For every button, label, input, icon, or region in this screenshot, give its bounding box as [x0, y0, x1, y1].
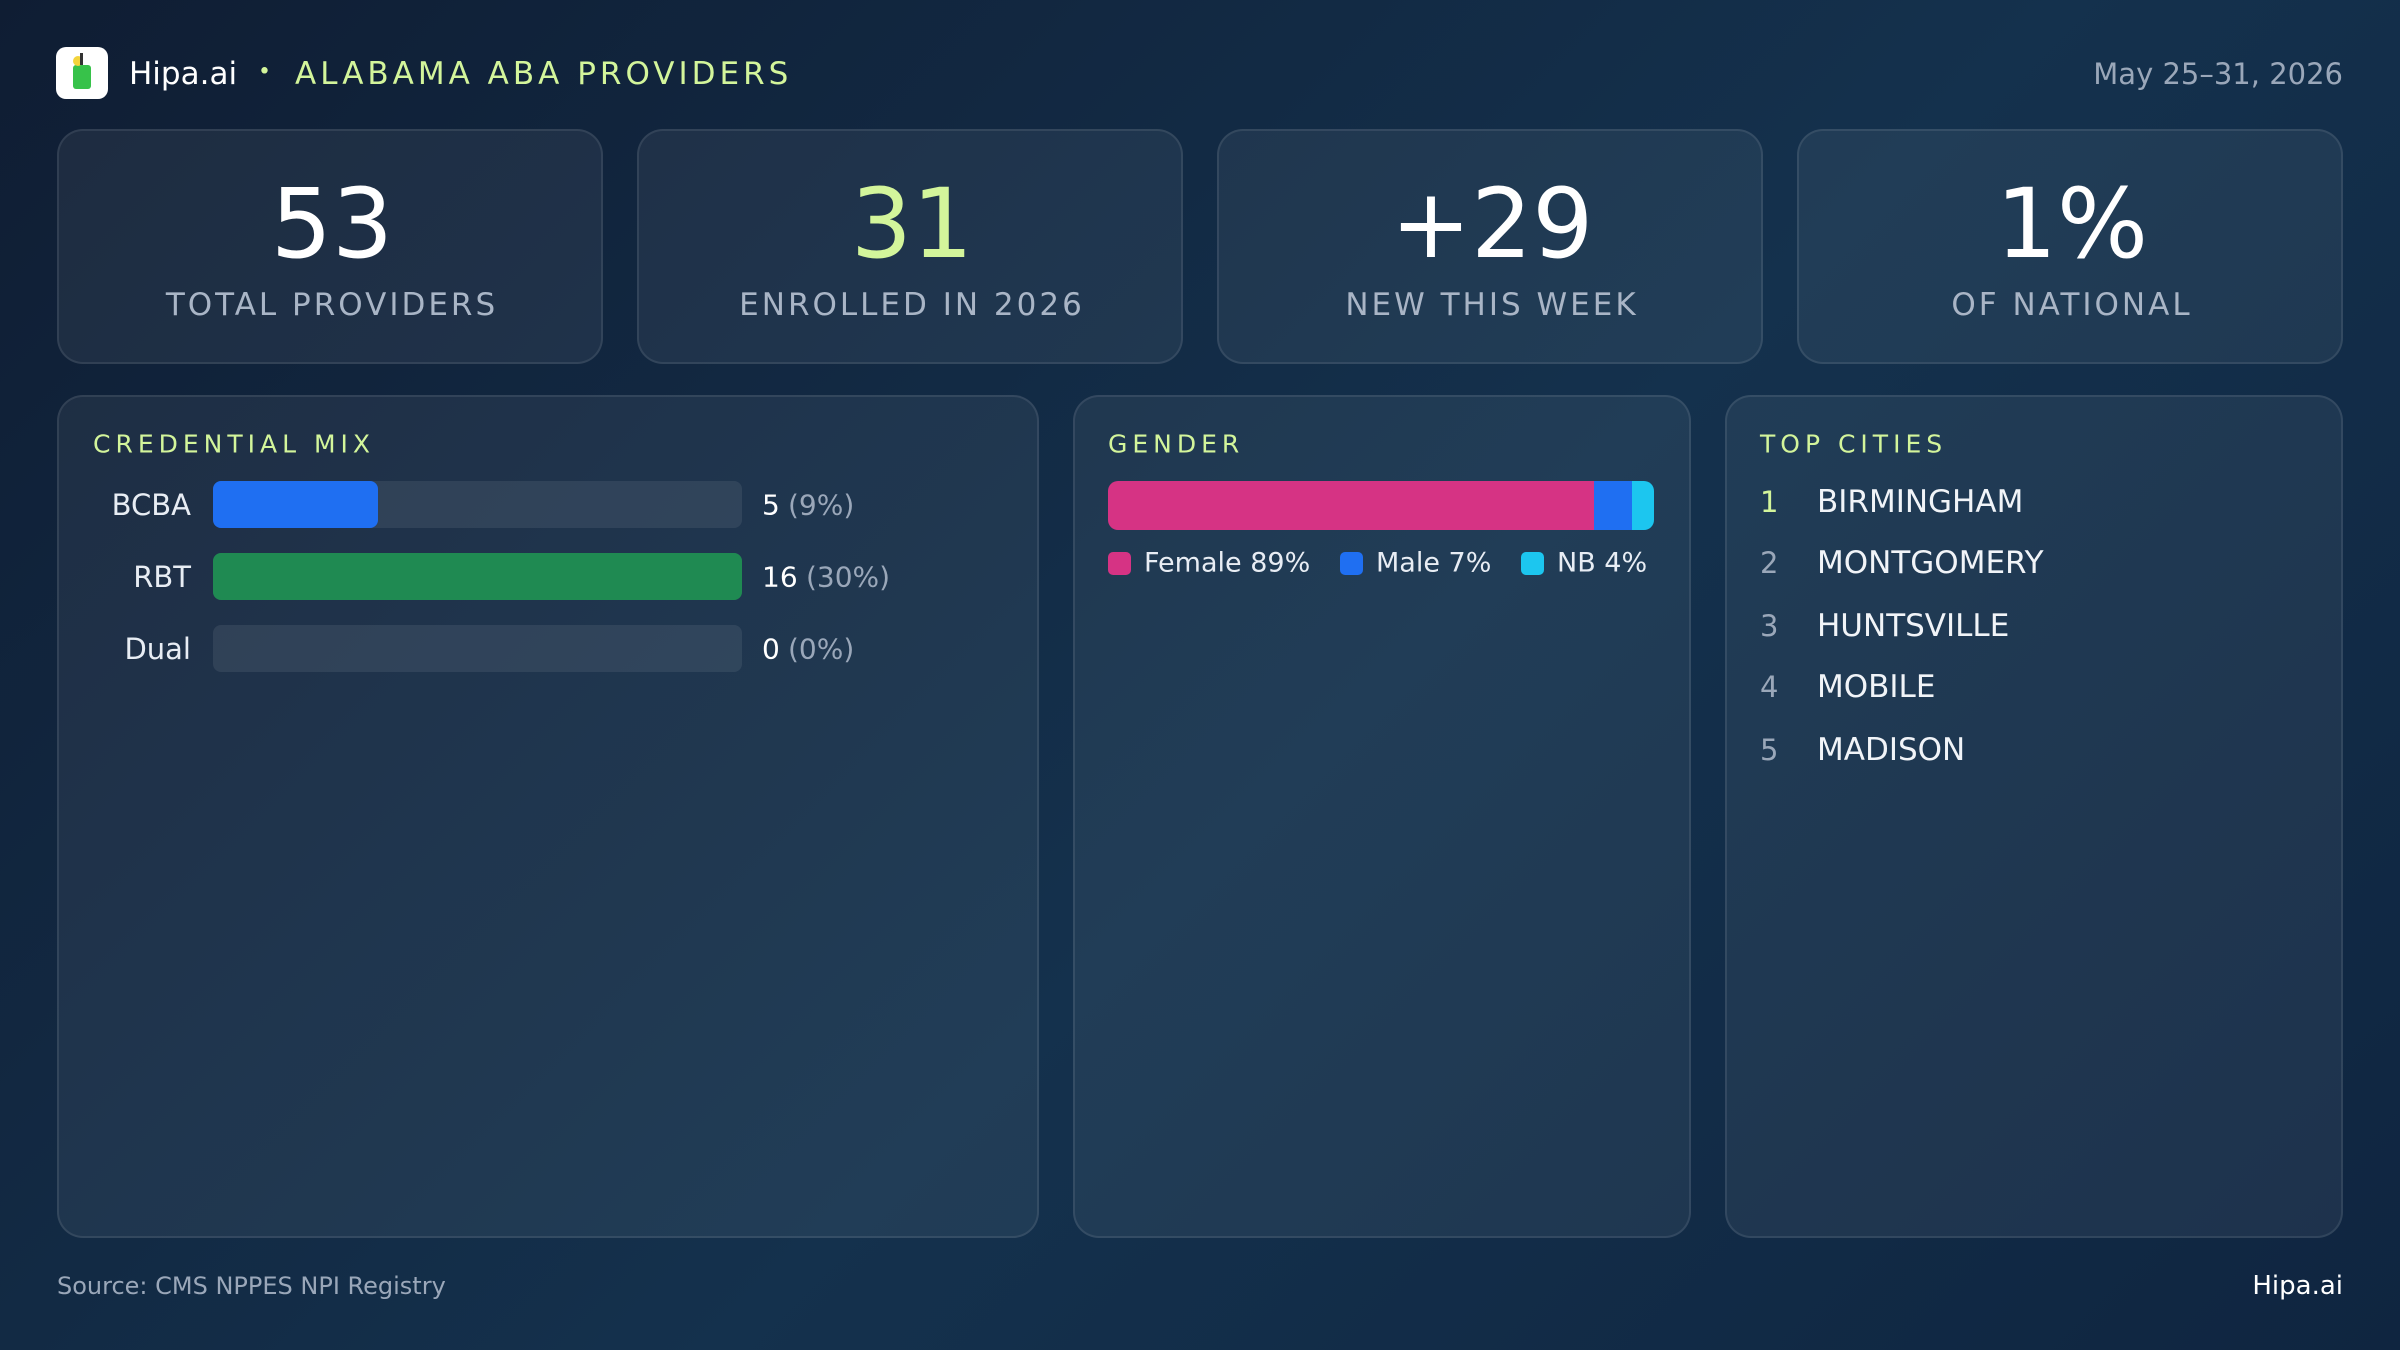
gender-segment — [1108, 481, 1594, 530]
page-title: ALABAMA ABA PROVIDERS — [295, 56, 793, 92]
city-rank: 5 — [1760, 733, 1779, 767]
kpi-card: 53 TOTAL PROVIDERS — [57, 129, 603, 364]
city-rank: 4 — [1760, 670, 1779, 704]
city-rank: 1 — [1760, 485, 1779, 519]
panel-title: TOP CITIES — [1760, 429, 1948, 459]
source-note: Source: CMS NPPES NPI Registry — [57, 1272, 446, 1300]
date-range: May 25–31, 2026 — [2093, 57, 2343, 91]
kpi-label: ENROLLED IN 2026 — [739, 287, 1085, 323]
kpi-label: NEW THIS WEEK — [1345, 287, 1639, 323]
city-name: HUNTSVILLE — [1817, 608, 2010, 644]
footer-brand: Hipa.ai — [2252, 1271, 2343, 1301]
credential-panel — [57, 395, 1039, 1238]
legend-swatch — [1340, 552, 1363, 575]
panel-title: GENDER — [1108, 429, 1245, 459]
bar-share: (0%) — [788, 632, 855, 666]
kpi-card: +29 NEW THIS WEEK — [1217, 129, 1763, 364]
kpi-value: 53 — [270, 168, 394, 280]
bar-count: 0 — [762, 632, 780, 666]
city-name: MADISON — [1817, 732, 1966, 768]
city-rank: 2 — [1760, 546, 1779, 580]
logo-icon — [56, 47, 108, 99]
gender-segment — [1632, 481, 1654, 530]
bar-count: 5 — [762, 488, 780, 522]
gender-segment — [1593, 481, 1633, 530]
kpi-value: 31 — [850, 168, 974, 280]
city-name: MONTGOMERY — [1817, 545, 2044, 581]
bar-label: Dual — [124, 632, 191, 666]
panel-title: CREDENTIAL MIX — [93, 429, 376, 459]
bar — [213, 481, 379, 528]
legend-label: NB 4% — [1557, 547, 1648, 579]
cities-panel — [1725, 395, 2343, 1238]
bar-label: BCBA — [111, 488, 191, 522]
legend-label: Male 7% — [1376, 547, 1492, 579]
logo-glyph — [73, 53, 91, 89]
bar-count: 16 — [762, 560, 798, 594]
bar — [213, 553, 742, 600]
bar-share: (30%) — [806, 560, 891, 594]
city-name: MOBILE — [1817, 669, 1936, 705]
gender-panel — [1073, 395, 1691, 1238]
kpi-card: 1% OF NATIONAL — [1797, 129, 2343, 364]
bar-share: (9%) — [788, 488, 855, 522]
bar-track — [213, 625, 742, 672]
gender-bar — [1108, 481, 1654, 530]
legend-swatch — [1108, 552, 1131, 575]
kpi-label: OF NATIONAL — [1951, 287, 2193, 323]
bar-label: RBT — [133, 560, 191, 594]
kpi-value: 1% — [1995, 168, 2149, 280]
city-name: BIRMINGHAM — [1817, 484, 2024, 520]
separator-dot: • — [258, 59, 271, 85]
kpi-value: +29 — [1390, 168, 1594, 280]
legend-swatch — [1521, 552, 1544, 575]
city-rank: 3 — [1760, 609, 1779, 643]
kpi-label: TOTAL PROVIDERS — [165, 287, 499, 323]
brand: Hipa.ai — [129, 56, 238, 92]
legend-label: Female 89% — [1144, 547, 1311, 579]
kpi-card: 31 ENROLLED IN 2026 — [637, 129, 1183, 364]
